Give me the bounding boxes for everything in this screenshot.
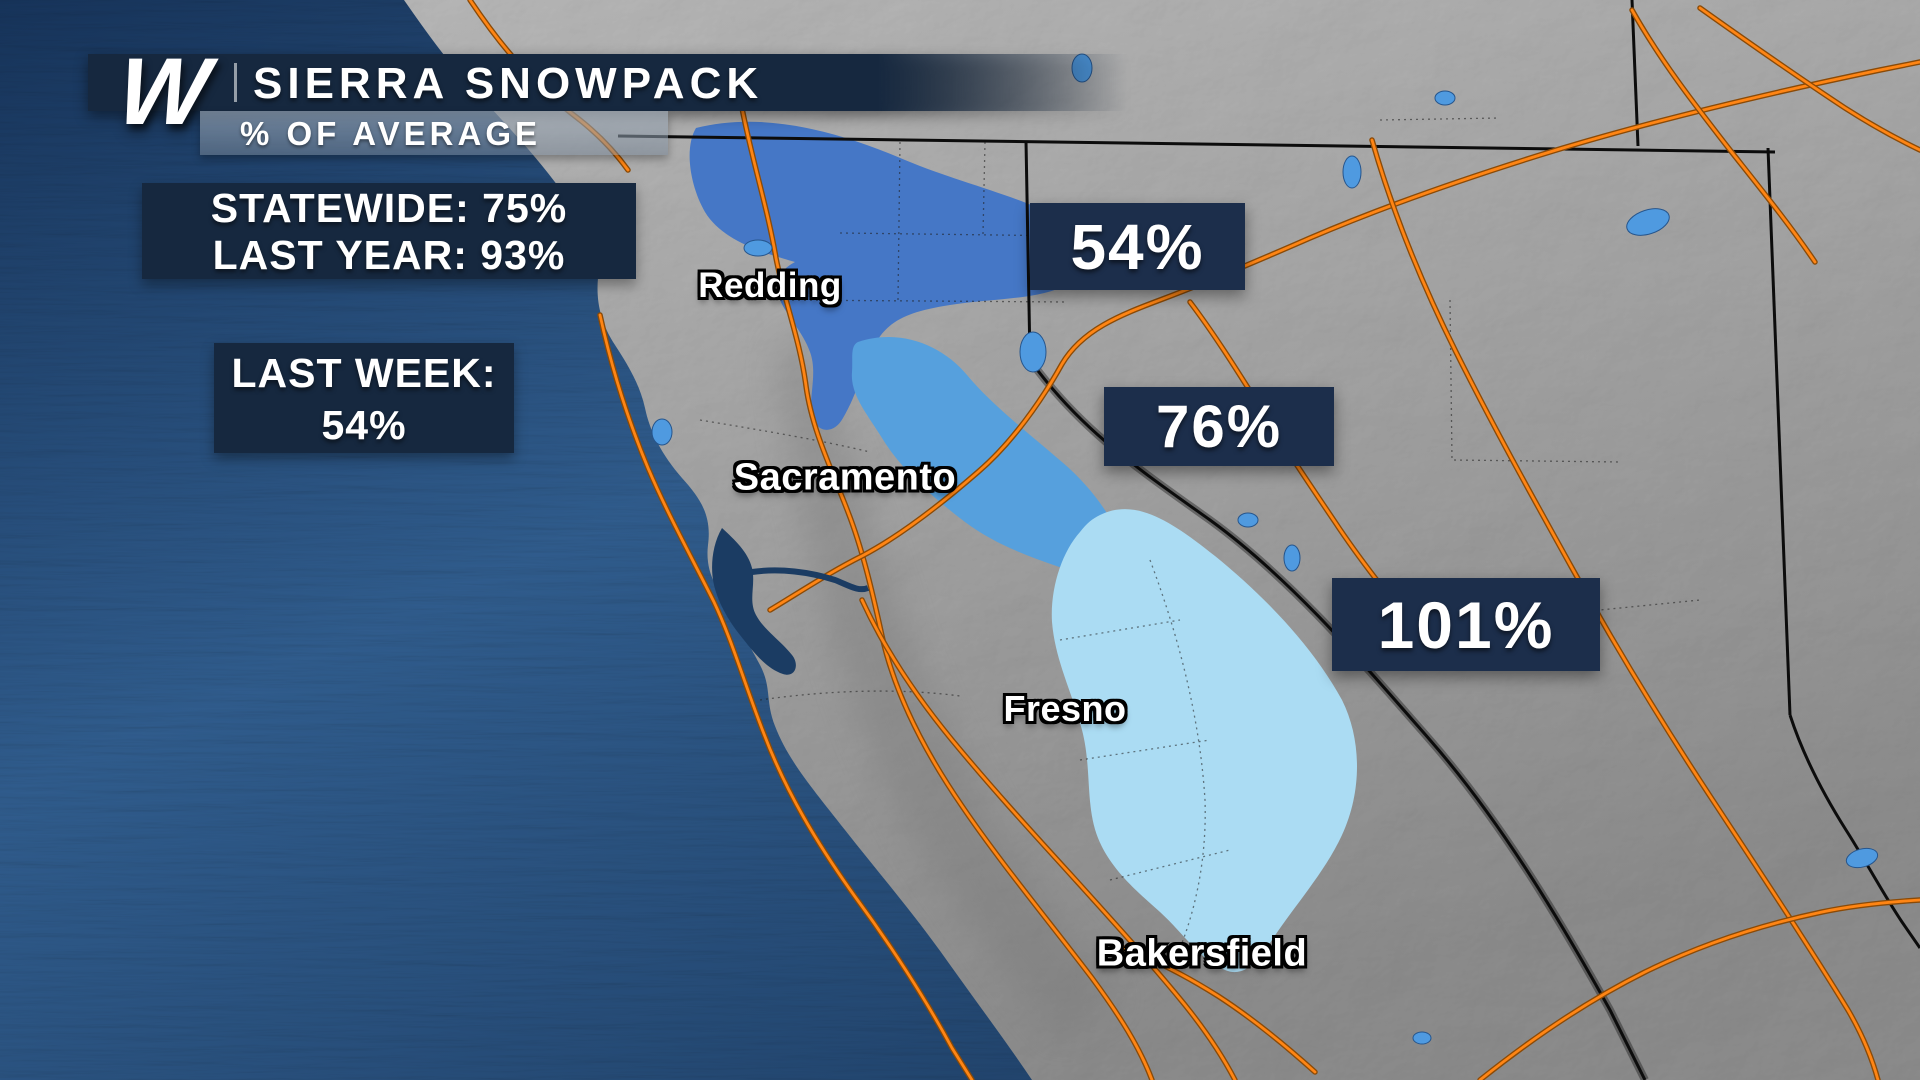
- county-lines: [699, 117, 1701, 961]
- nv-lake-n: [1434, 90, 1456, 106]
- oregon-border: [617, 134, 1776, 154]
- highway-i5: [739, 105, 1155, 1080]
- lake-tahoe: [1019, 331, 1047, 373]
- city-label-redding: Redding: [698, 266, 842, 305]
- last-week-value: 54%: [321, 402, 407, 448]
- last-week-label: LAST WEEK:: [231, 350, 497, 396]
- highway-nv-northeast: [1629, 7, 1818, 265]
- city-label-bakersfield: Bakersfield: [1096, 932, 1308, 975]
- title-bar: W SIERRA SNOWPACK: [88, 39, 1128, 145]
- nv-lake-ne: [1626, 208, 1670, 236]
- walker-lake: [1283, 544, 1301, 572]
- subtitle-bar: % OF AVERAGE: [200, 111, 668, 155]
- pyramid-lake: [1342, 155, 1362, 189]
- snowpack-badge-south: 101%: [1332, 578, 1600, 671]
- utah-border: [1766, 147, 1792, 716]
- san-francisco-bay: [712, 528, 796, 675]
- last-week-box: LAST WEEK: 54%: [214, 343, 514, 453]
- colorado-river-border: [1788, 714, 1920, 949]
- highways: [467, 0, 1920, 1080]
- clear-lake: [651, 418, 673, 446]
- logo-divider: [234, 63, 237, 102]
- city-label-fresno: Fresno: [1003, 688, 1127, 729]
- snowpack-badge-central: 76%: [1104, 387, 1334, 466]
- lake-isabella: [1412, 1031, 1432, 1045]
- highway-101: [597, 312, 975, 1080]
- statewide-value: STATEWIDE: 75%: [210, 185, 568, 231]
- subtitle-text: % OF AVERAGE: [240, 115, 542, 152]
- shasta-lake: [743, 239, 773, 257]
- last-year-value: LAST YEAR: 93%: [212, 232, 566, 278]
- lake-se: [1845, 847, 1879, 869]
- snowpack-badge-north: 54%: [1030, 203, 1245, 290]
- highway-58: [1097, 937, 1318, 1075]
- highway-bottomright: [1477, 897, 1920, 1080]
- city-label-sacramento: Sacramento: [733, 456, 957, 499]
- mono-lake: [1237, 512, 1259, 528]
- highway-topright: [1697, 5, 1920, 153]
- highway-i80: [767, 59, 1920, 613]
- highway-99: [859, 597, 1238, 1080]
- highway-us95: [1369, 137, 1881, 1080]
- idaho-border: [1630, 0, 1640, 147]
- page-title: SIERRA SNOWPACK: [253, 59, 764, 108]
- lakes: [651, 53, 1879, 1045]
- statewide-stats-box: STATEWIDE: 75% LAST YEAR: 93%: [142, 183, 636, 279]
- delta-river: [751, 567, 870, 593]
- central-valley-shading: [775, 330, 1120, 1040]
